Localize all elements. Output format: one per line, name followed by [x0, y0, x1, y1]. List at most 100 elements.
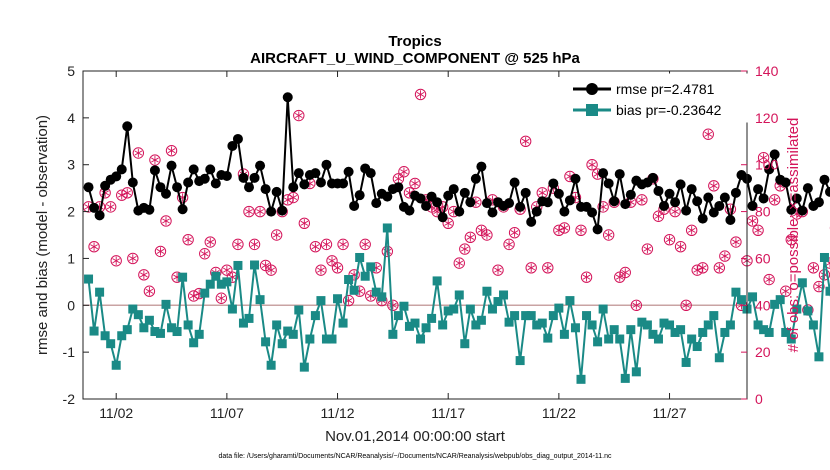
obs-possible-marker [719, 250, 731, 262]
obs-possible-marker [88, 241, 100, 253]
obs-count-point [199, 248, 211, 260]
obs-possible-marker [337, 238, 349, 251]
obs-assimilated-marker [389, 302, 397, 308]
obs-count-point [265, 264, 277, 276]
bias-point [631, 367, 641, 377]
bias-point [449, 304, 459, 314]
y2-axis-label: # of obs: o=possible; ×=assimilated [785, 118, 802, 353]
obs-possible-marker [265, 264, 277, 276]
rmse-point [266, 206, 277, 217]
bias-point [167, 323, 177, 333]
obs-possible-marker [702, 128, 714, 140]
bias-point [100, 331, 110, 341]
bias-point [327, 334, 337, 344]
obs-assimilated-marker [405, 190, 414, 196]
rmse-point [89, 202, 100, 213]
rmse-point [520, 187, 531, 198]
bias-point [504, 317, 514, 327]
rmse-point [559, 206, 570, 217]
bias-point [432, 276, 442, 286]
rmse-point [570, 173, 581, 184]
obs-possible-marker [359, 238, 371, 251]
obs-assimilated-marker [156, 248, 165, 254]
obs-assimilated-marker [483, 232, 491, 238]
obs-possible-marker [542, 262, 554, 274]
bias-point [609, 325, 619, 335]
obs-assimilated-marker [665, 237, 674, 243]
bias-point [819, 252, 829, 262]
obs-assimilated-marker [748, 218, 757, 224]
obs-count-point [558, 222, 571, 234]
bias-point [305, 334, 315, 344]
bias-point [133, 310, 143, 320]
bias-point [377, 292, 387, 302]
obs-possible-marker [132, 147, 145, 159]
obs-possible-marker [204, 236, 216, 248]
bias-point [725, 320, 735, 330]
rmse-point [310, 168, 321, 179]
obs-count-point [298, 217, 311, 229]
obs-possible-marker [409, 177, 421, 190]
bias-point [111, 360, 121, 370]
bias-point [559, 329, 569, 339]
obs-possible-marker [348, 269, 360, 281]
rmse-point [83, 182, 94, 193]
obs-count-point [398, 166, 410, 178]
obs-count-point [652, 210, 665, 222]
y-tick-label: 0 [67, 297, 75, 313]
bias-point [499, 290, 509, 300]
obs-count-point [326, 255, 338, 267]
rmse-point [587, 207, 598, 218]
bias-point [155, 328, 165, 338]
obs-assimilated-marker [300, 220, 309, 226]
bias-point [194, 329, 204, 339]
rmse-point [786, 204, 797, 215]
rmse-point [526, 216, 537, 227]
rmse-point [188, 164, 199, 175]
obs-assimilated-marker [466, 234, 475, 240]
chart-subtitle: AIRCRAFT_U_WIND_COMPONENT @ 525 hPa [250, 50, 580, 67]
rmse-point [232, 133, 243, 144]
rmse-point [338, 178, 349, 189]
bias-point [792, 304, 802, 314]
bias-point [521, 311, 531, 321]
obs-possible-marker [752, 224, 764, 237]
y-axis-label: rmse and bias (model - observation) [34, 115, 51, 355]
obs-assimilated-marker [621, 269, 630, 275]
bias-point [665, 320, 675, 330]
obs-possible-marker [293, 109, 305, 122]
obs-possible-marker [630, 299, 643, 311]
obs-count-point [359, 238, 371, 251]
bias-point [316, 296, 326, 306]
obs-assimilated-marker [494, 267, 502, 273]
obs-assimilated-marker [721, 253, 729, 259]
obs-possible-marker [154, 245, 167, 258]
bias-point [183, 320, 193, 330]
obs-count-point [680, 299, 692, 311]
x-tick-label: 11/12 [321, 405, 355, 421]
obs-possible-marker [315, 264, 327, 276]
obs-count-point [88, 241, 100, 253]
rmse-point [609, 196, 620, 207]
obs-possible-marker [287, 191, 299, 204]
obs-count-point [143, 285, 156, 297]
obs-count-point [636, 194, 648, 206]
bias-point [144, 315, 154, 325]
rmse-point [354, 190, 365, 201]
rmse-point [465, 197, 476, 208]
obs-count-point [309, 241, 322, 253]
obs-count-point [807, 262, 820, 274]
rmse-point [437, 212, 448, 223]
obs-possible-marker [586, 159, 598, 171]
bias-point [648, 329, 658, 339]
obs-assimilated-marker [333, 265, 342, 271]
rmse-point [780, 177, 791, 188]
bias-point [471, 320, 481, 330]
obs-count-point [586, 159, 598, 171]
obs-assimilated-marker [361, 241, 370, 247]
rmse-point [670, 197, 681, 208]
rmse-point [531, 206, 542, 217]
bias-point [427, 313, 437, 323]
rmse-point [277, 205, 288, 216]
obs-assimilated-marker [416, 91, 425, 97]
